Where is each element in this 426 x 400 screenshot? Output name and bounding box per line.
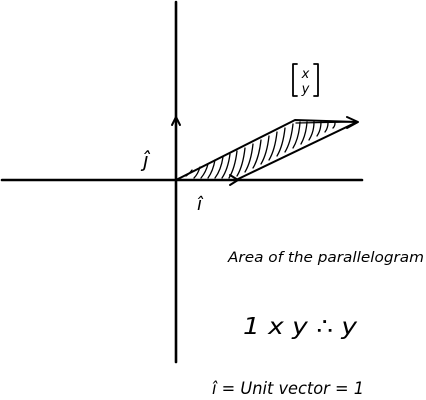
coordinate-axes <box>0 0 364 364</box>
vector-xy-arrowhead <box>346 116 359 129</box>
area-title: Area of the parallelogram <box>227 250 424 266</box>
i-hat-label: î <box>197 194 204 215</box>
i-hat-arrowhead <box>229 174 239 186</box>
vector-label-x: x <box>301 67 310 82</box>
vector-label-y: y <box>301 82 310 97</box>
unit-vector-definition: î = Unit vector = 1 <box>212 379 364 399</box>
j-hat-arrowhead <box>171 116 181 126</box>
parallelogram <box>175 119 358 181</box>
j-hat-vector <box>171 116 181 181</box>
vector-right-bracket <box>313 63 319 97</box>
parallelogram-hatching <box>185 121 353 179</box>
vector-label: x y <box>292 63 319 97</box>
j-hat-label: ĵ <box>140 148 151 172</box>
vector-left-bracket <box>292 63 298 97</box>
area-formula: 1 x y ∴ y <box>243 314 357 340</box>
